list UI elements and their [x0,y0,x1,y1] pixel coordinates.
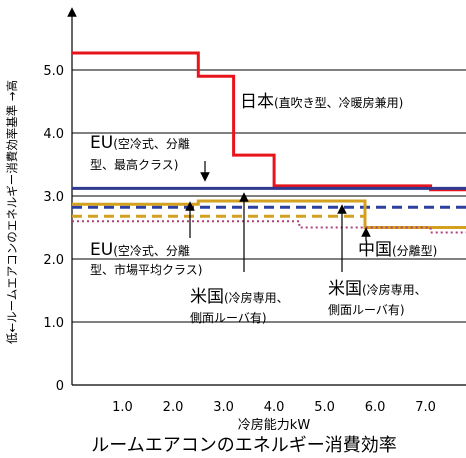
y-tick-label: 5.0 [43,64,64,79]
annotation-japan: 日本(直吹き型、冷暖房兼用) [240,92,403,112]
x-tick-label: 3.0 [213,400,234,415]
x-axis-label: 冷房能力kW [238,417,311,433]
annotation-china-main: 中国 [358,240,392,260]
series-usa-lower [72,214,466,229]
x-tick-label: 5.0 [314,400,335,415]
annotation-usa-2-sub: (冷房専用、 [362,282,427,297]
x-tick-label: 7.0 [415,400,436,415]
x-ticks: 1.0 2.0 3.0 4.0 5.0 6.0 7.0 [112,400,436,415]
series-china [72,220,466,234]
x-tick-label: 2.0 [163,400,184,415]
annotation-eu-highest-main: EU [90,133,113,153]
y-tick-label: 0 [56,379,64,394]
annotation-eu-average-line2: 型、市場平均クラス) [90,262,202,277]
y-tick-label: 4.0 [43,127,64,142]
chart-title: ルームエアコンのエネルギー消費効率 [91,435,396,456]
annotation-eu-highest: EU(空冷式、分離 [90,133,190,153]
y-tick-label: 2.0 [43,253,64,268]
annotation-china-sub: (分離型) [392,244,437,258]
annotation-usa-2-main: 米国 [328,279,362,299]
annotation-eu-average-sub: (空冷式、分離 [113,244,190,258]
annotation-arrows [185,161,371,272]
y-ticks: 0 1.0 2.0 3.0 4.0 5.0 [43,64,64,394]
annotation-japan-sub: (直吹き型、冷暖房兼用) [274,95,403,110]
annotation-japan-main: 日本 [240,92,274,112]
annotation-usa-1-sub: (冷房専用、 [224,290,289,305]
y-axis-label: 低←ルームエアコンのエネルギー消費効率基準 →高 [5,80,19,344]
x-tick-label: 6.0 [365,400,386,415]
annotation-usa-2: 米国(冷房専用、 [328,279,427,299]
annotation-usa-1: 米国(冷房専用、 [190,287,289,307]
x-tick-label: 1.0 [112,400,133,415]
series-layer [72,51,466,234]
annotation-eu-average: EU(空冷式、分離 [90,240,190,260]
x-tick-label: 4.0 [264,400,285,415]
y-tick-label: 3.0 [43,190,64,205]
annotation-china: 中国(分離型) [358,240,437,260]
annotation-eu-average-main: EU [90,240,113,260]
y-tick-label: 1.0 [43,316,64,331]
annotation-usa-1-line2: 側面ルーバ有) [190,311,267,325]
series-usa-upper [72,199,466,229]
gridlines [72,69,466,323]
annotation-usa-1-main: 米国 [190,287,224,307]
annotation-eu-highest-line2: 型、最高クラス) [90,157,178,172]
annotation-eu-highest-sub: (空冷式、分離 [113,137,190,151]
annotation-usa-2-line2: 側面ルーバ有) [328,303,405,317]
